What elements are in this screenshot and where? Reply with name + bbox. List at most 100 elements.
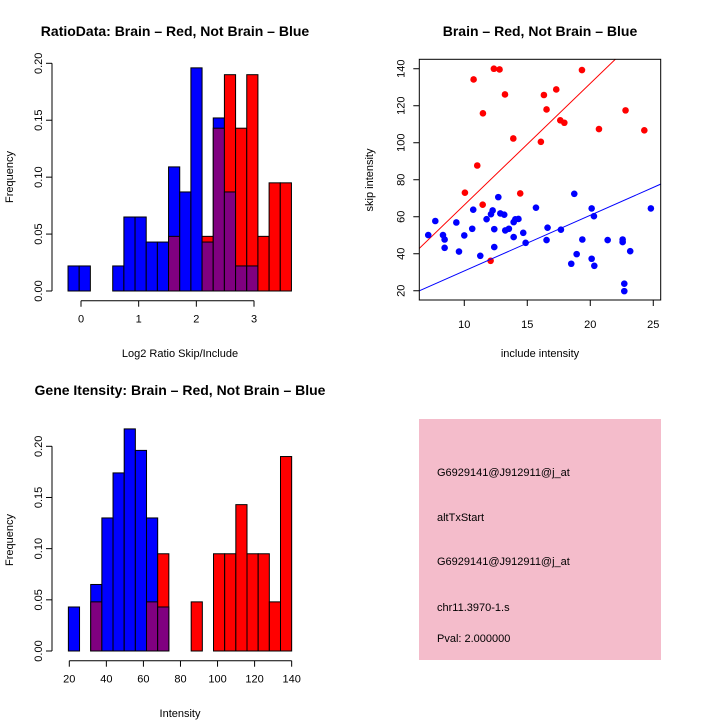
- x-tick-label: 80: [174, 674, 186, 686]
- brain-bar: [268, 601, 281, 652]
- y-tick-label: 0.05: [33, 223, 45, 244]
- brain-point: [496, 66, 503, 73]
- overlap-bar: [157, 606, 170, 652]
- y-tick-label: 0.20: [33, 53, 45, 74]
- not-brain-bar: [78, 265, 91, 292]
- ratio-histogram: RatioData: Brain – Red, Not Brain – Blue…: [4, 23, 309, 360]
- not-brain-point: [519, 229, 527, 237]
- y-tick-label: 0.20: [33, 436, 45, 457]
- pval-text: Pval: 2.000000: [437, 633, 510, 645]
- not-brain-point: [522, 239, 529, 247]
- x-tick-label: 140: [282, 674, 300, 686]
- y-tick-label: 0.10: [33, 538, 45, 559]
- x-tick-label: 20: [584, 319, 596, 331]
- not-brain-point: [494, 193, 502, 201]
- brain-point: [543, 106, 550, 113]
- not-brain-point: [620, 280, 628, 288]
- x-tick-label: 15: [521, 319, 533, 331]
- not-brain-point: [455, 248, 463, 255]
- not-brain-fit-line: [419, 183, 661, 292]
- scatter-title: Brain – Red, Not Brain – Blue: [443, 23, 638, 39]
- overlap-bar: [212, 127, 225, 292]
- not-brain-point: [590, 212, 598, 220]
- y-tick-label: 20: [395, 285, 407, 297]
- brain-bar: [279, 182, 292, 292]
- brain-point: [622, 107, 629, 114]
- not-brain-point: [483, 215, 490, 223]
- not-brain-bar: [145, 241, 158, 292]
- brain-point: [540, 91, 548, 99]
- x-tick-label: 10: [458, 319, 470, 331]
- not-brain-bar: [134, 216, 147, 292]
- brain-bar: [213, 553, 226, 652]
- chromosome-location: chr11.3970-1.s: [437, 602, 510, 614]
- x-tick-label: 120: [245, 674, 263, 686]
- brain-point: [641, 127, 648, 134]
- not-brain-point: [573, 250, 580, 258]
- not-brain-point: [604, 236, 611, 244]
- brain-point: [490, 65, 498, 73]
- x-tick-label: 0: [78, 314, 84, 326]
- y-tick-label: 0.10: [33, 166, 45, 187]
- not-brain-point: [567, 260, 575, 268]
- brain-bar: [235, 504, 248, 652]
- not-brain-point: [532, 204, 540, 211]
- brain-point: [552, 86, 560, 93]
- not-brain-point: [579, 236, 586, 243]
- not-brain-point: [544, 224, 551, 231]
- not-brain-point: [505, 225, 513, 233]
- brain-point: [479, 201, 486, 209]
- y-tick-label: 100: [395, 134, 407, 152]
- brain-point: [501, 91, 509, 98]
- not-brain-point: [453, 219, 460, 226]
- y-tick-label: 60: [395, 211, 407, 223]
- brain-bar: [246, 74, 259, 292]
- overlap-bar: [201, 241, 214, 292]
- x-tick-label: 1: [136, 314, 142, 326]
- not-brain-bar: [101, 517, 114, 652]
- brain-bar: [257, 235, 270, 292]
- brain-point: [578, 66, 586, 74]
- brain-bar: [268, 182, 281, 292]
- not-brain-bar: [67, 265, 80, 292]
- not-brain-bar: [123, 428, 136, 652]
- not-brain-point: [441, 244, 448, 252]
- y-tick-label: 140: [395, 60, 407, 78]
- not-brain-point: [620, 287, 628, 295]
- scatter-xlabel: include intensity: [501, 348, 580, 360]
- not-brain-point: [647, 205, 655, 212]
- not-brain-bar: [179, 191, 192, 292]
- probe-id-2: G6929141@J912911@j_at: [437, 556, 570, 568]
- y-tick-label: 120: [395, 97, 407, 115]
- not-brain-point: [510, 233, 517, 241]
- overlap-bar: [146, 601, 159, 652]
- plot-box: [418, 58, 662, 301]
- not-brain-point: [591, 262, 598, 270]
- y-tick-label: 0.15: [33, 487, 45, 508]
- y-tick-label: 40: [395, 248, 407, 260]
- info-panel: G6929141@J912911@j_at altTxStart G692914…: [419, 419, 661, 660]
- brain-bar: [257, 553, 270, 652]
- y-tick-label: 80: [395, 174, 407, 186]
- brain-bar: [279, 456, 293, 652]
- x-tick-label: 40: [100, 674, 112, 686]
- info-panel-background: [419, 419, 661, 660]
- brain-point: [595, 125, 603, 133]
- intensity-scatter: Brain – Red, Not Brain – Blue include in…: [364, 23, 662, 360]
- x-tick-label: 25: [647, 319, 659, 331]
- not-brain-bar: [112, 472, 125, 652]
- not-brain-point: [468, 225, 476, 233]
- event-type: altTxStart: [437, 512, 484, 524]
- y-tick-label: 0.15: [33, 110, 45, 131]
- not-brain-point: [469, 206, 477, 214]
- brain-fit-line: [419, 59, 617, 249]
- gene-histogram-title: Gene Itensity: Brain – Red, Not Brain – …: [35, 382, 326, 398]
- not-brain-point: [432, 217, 439, 225]
- not-brain-point: [543, 236, 550, 244]
- not-brain-point: [441, 236, 448, 243]
- overlap-bar: [90, 601, 103, 652]
- not-brain-point: [619, 238, 626, 246]
- gene-intensity-histogram: Gene Itensity: Brain – Red, Not Brain – …: [4, 382, 326, 720]
- brain-bar: [190, 601, 203, 652]
